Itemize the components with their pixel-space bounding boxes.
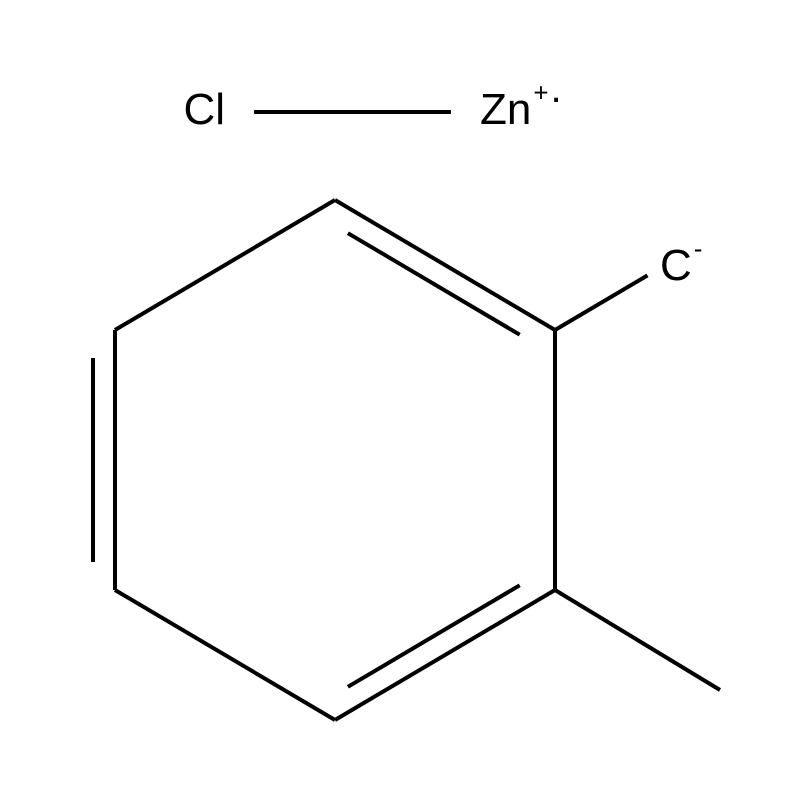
atom-label: Cl [183, 85, 225, 134]
atom-label: C- [660, 233, 702, 289]
bond [335, 200, 555, 330]
bond [115, 200, 335, 330]
molecule-diagram: Cl Zn+· C- [0, 0, 800, 800]
bond [348, 585, 520, 687]
atom-label: Zn+· [480, 76, 563, 134]
bond [555, 275, 647, 330]
bond [335, 590, 555, 720]
bond [348, 233, 520, 335]
bond [115, 590, 335, 720]
bond [555, 590, 720, 690]
